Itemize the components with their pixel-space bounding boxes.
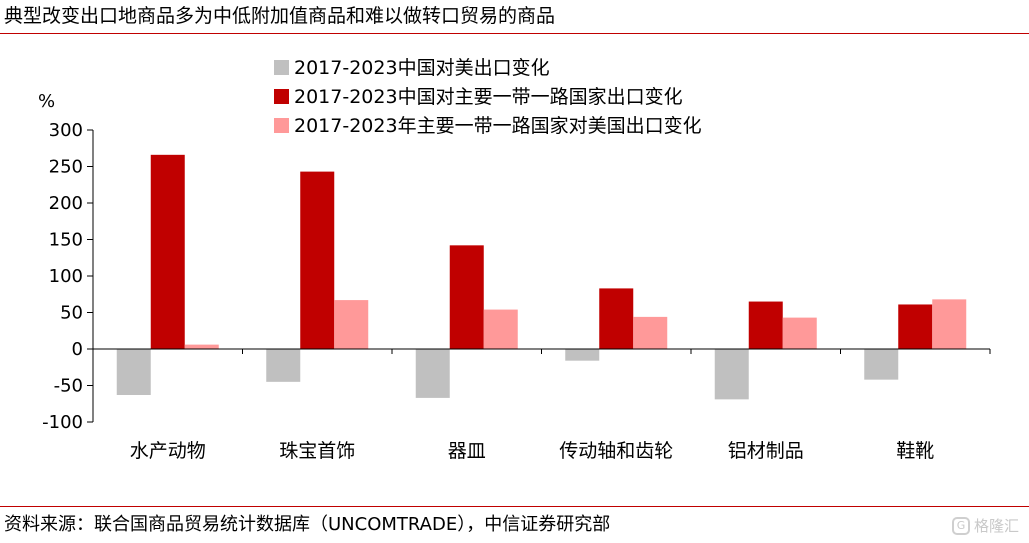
watermark: G 格隆汇	[951, 515, 1019, 536]
bar-chart: 2017-2023中国对美出口变化 2017-2023中国对主要一带一路国家出口变…	[38, 57, 991, 462]
bar-0-2	[184, 344, 219, 349]
category-label: 水产动物	[130, 440, 206, 462]
legend-label: 2017-2023年主要一带一路国家对美国出口变化	[294, 115, 702, 137]
bar-1-1	[300, 171, 335, 349]
bar-1-2	[334, 300, 369, 349]
category-label: 铝材制品	[728, 440, 804, 462]
y-axis-ticks: 300 250 200 150 100 50 0 -50 -100	[42, 120, 93, 433]
bars	[116, 154, 967, 400]
category-label: 鞋靴	[896, 440, 934, 462]
watermark-text: 格隆汇	[973, 517, 1019, 535]
bar-4-2	[782, 317, 817, 349]
source-note: 资料来源：联合国商品贸易统计数据库（UNCOMTRADE），中信证券研究部	[4, 514, 611, 535]
y-tick-label: -100	[42, 412, 83, 433]
legend-swatch	[274, 89, 289, 104]
bar-1-0	[266, 349, 301, 382]
y-tick-label: 0	[72, 339, 83, 360]
watermark-logo-icon: G	[951, 516, 970, 535]
bar-3-1	[599, 288, 634, 349]
bar-2-1	[449, 245, 484, 349]
chart-legend: 2017-2023中国对美出口变化 2017-2023中国对主要一带一路国家出口变…	[274, 57, 702, 137]
bar-3-2	[633, 316, 668, 349]
y-tick-label: -50	[54, 376, 83, 397]
bar-2-2	[483, 309, 518, 349]
y-tick-label: 200	[49, 193, 83, 214]
legend-swatch	[274, 118, 289, 133]
chart-title: 典型改变出口地商品多为中低附加值商品和难以做转口贸易的商品	[4, 5, 556, 27]
bar-5-2	[932, 299, 967, 349]
category-label: 珠宝首饰	[279, 440, 355, 462]
bar-2-0	[415, 349, 450, 398]
bar-5-0	[864, 349, 899, 380]
y-tick-label: 100	[49, 266, 83, 287]
y-tick-label: 300	[49, 120, 83, 141]
source-divider	[0, 506, 1029, 507]
bar-3-0	[565, 349, 600, 361]
y-tick-label: 250	[49, 157, 83, 178]
legend-label: 2017-2023中国对美出口变化	[294, 57, 550, 79]
legend-label: 2017-2023中国对主要一带一路国家出口变化	[294, 86, 683, 108]
bar-4-0	[714, 349, 749, 400]
y-axis-unit-label: %	[38, 91, 55, 112]
axes	[92, 130, 991, 422]
title-divider	[0, 33, 1029, 34]
bar-0-1	[150, 154, 185, 349]
category-label: 器皿	[448, 440, 486, 462]
legend-swatch	[274, 60, 289, 75]
category-labels: 水产动物 珠宝首饰 器皿 传动轴和齿轮 铝材制品 鞋靴	[130, 440, 935, 462]
y-tick-label: 50	[60, 303, 83, 324]
bar-0-0	[116, 349, 151, 395]
bar-5-1	[898, 304, 933, 349]
category-label: 传动轴和齿轮	[559, 440, 673, 462]
bar-4-1	[748, 301, 783, 349]
y-tick-label: 150	[49, 230, 83, 251]
